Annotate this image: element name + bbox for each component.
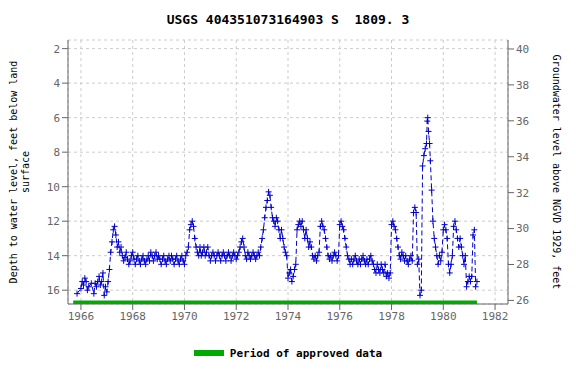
svg-text:1980: 1980 [430, 310, 457, 323]
svg-text:36: 36 [516, 115, 529, 128]
svg-text:38: 38 [516, 79, 529, 92]
svg-text:32: 32 [516, 187, 529, 200]
svg-text:30: 30 [516, 222, 529, 235]
svg-text:6: 6 [53, 112, 60, 125]
svg-text:10: 10 [47, 181, 60, 194]
svg-text:1970: 1970 [171, 310, 198, 323]
svg-text:4: 4 [53, 77, 60, 90]
svg-text:1982: 1982 [482, 310, 509, 323]
svg-text:12: 12 [47, 215, 60, 228]
svg-text:1966: 1966 [68, 310, 95, 323]
html-text:Period of approved data: Period of approved data [229, 346, 383, 360]
svg-text:40: 40 [516, 43, 529, 56]
html-text:Groundwater level above NGVD 1: Groundwater level above NGVD 1929, feet [551, 54, 562, 290]
svg-text:16: 16 [47, 284, 60, 297]
html-text:Depth to water level, feet bel: Depth to water level, feet below land su… [8, 60, 31, 284]
svg-text:1978: 1978 [378, 310, 405, 323]
svg-text:2: 2 [53, 43, 60, 56]
svg-text:1972: 1972 [223, 310, 250, 323]
svg-text:28: 28 [516, 258, 529, 271]
svg-text:1976: 1976 [327, 310, 354, 323]
html-text:USGS 404351073164903 S 1809. 3: USGS 404351073164903 S 1809. 3 [166, 12, 410, 27]
svg-text:26: 26 [516, 294, 529, 307]
svg-text:8: 8 [53, 146, 60, 159]
svg-text:1974: 1974 [275, 310, 302, 323]
svg-text:34: 34 [516, 151, 530, 164]
svg-text:14: 14 [47, 250, 61, 263]
svg-text:1968: 1968 [119, 310, 146, 323]
